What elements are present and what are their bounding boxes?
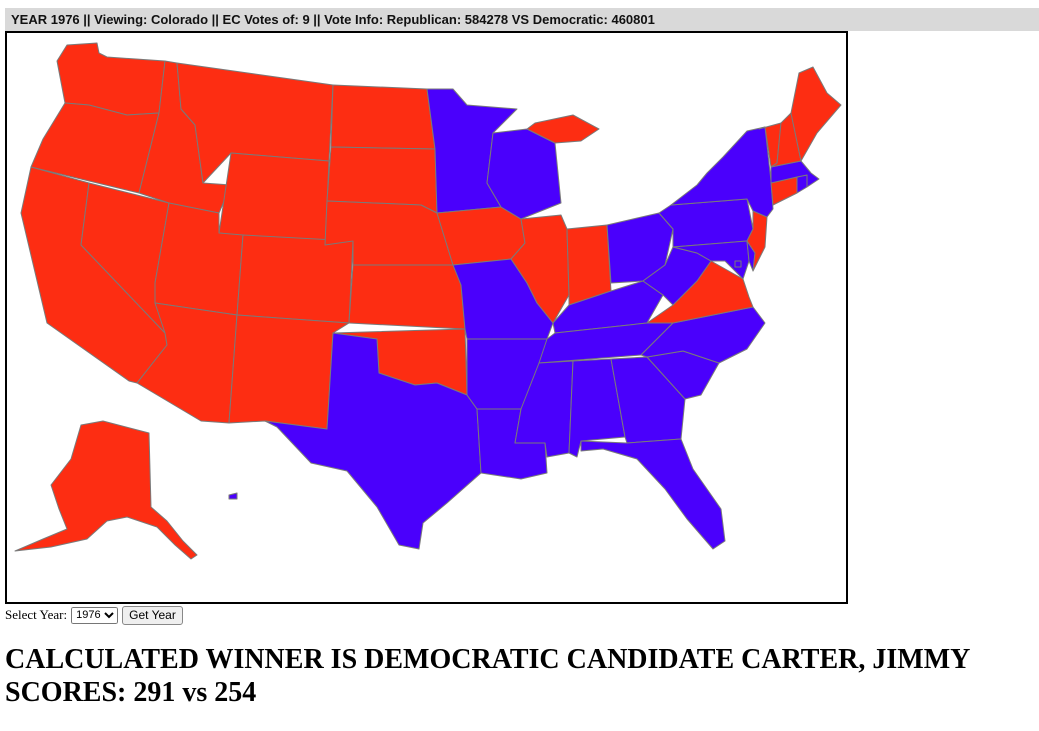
year-controls: Select Year: 1976 Get Year (5, 605, 183, 625)
state-new-jersey[interactable] (746, 210, 768, 272)
state-wyoming[interactable] (218, 152, 330, 246)
state-iowa[interactable] (436, 206, 526, 266)
winner-line: CALCULATED WINNER IS DEMOCRATIC CANDIDAT… (5, 644, 971, 675)
select-year-label: Select Year: (5, 607, 68, 622)
info-bar: YEAR 1976 || Viewing: Colorado || EC Vot… (5, 8, 1039, 31)
state-colorado[interactable] (236, 234, 354, 324)
state-ohio[interactable] (606, 212, 674, 284)
state-illinois[interactable] (510, 214, 570, 324)
year-select[interactable]: 1976 (71, 606, 119, 624)
us-election-map (5, 31, 848, 604)
state-north-dakota[interactable] (330, 84, 436, 150)
state-new-york[interactable] (670, 126, 774, 218)
state-michigan[interactable] (526, 114, 600, 144)
state-rhode-island[interactable] (796, 174, 808, 194)
result-heading: CALCULATED WINNER IS DEMOCRATIC CANDIDAT… (5, 643, 970, 709)
get-year-button[interactable]: Get Year (122, 605, 183, 625)
state-massachusetts[interactable] (770, 160, 820, 188)
state-alaska[interactable] (14, 420, 198, 560)
state-hawaii[interactable] (228, 492, 238, 500)
state-florida[interactable] (580, 438, 726, 550)
state-pennsylvania[interactable] (658, 198, 754, 248)
state-kansas[interactable] (348, 264, 466, 330)
state-dc[interactable] (734, 260, 742, 268)
state-maine[interactable] (790, 66, 842, 162)
us-map-svg (14, 42, 842, 560)
scores-line: SCORES: 291 vs 254 (5, 677, 257, 708)
state-texas[interactable] (264, 332, 482, 550)
